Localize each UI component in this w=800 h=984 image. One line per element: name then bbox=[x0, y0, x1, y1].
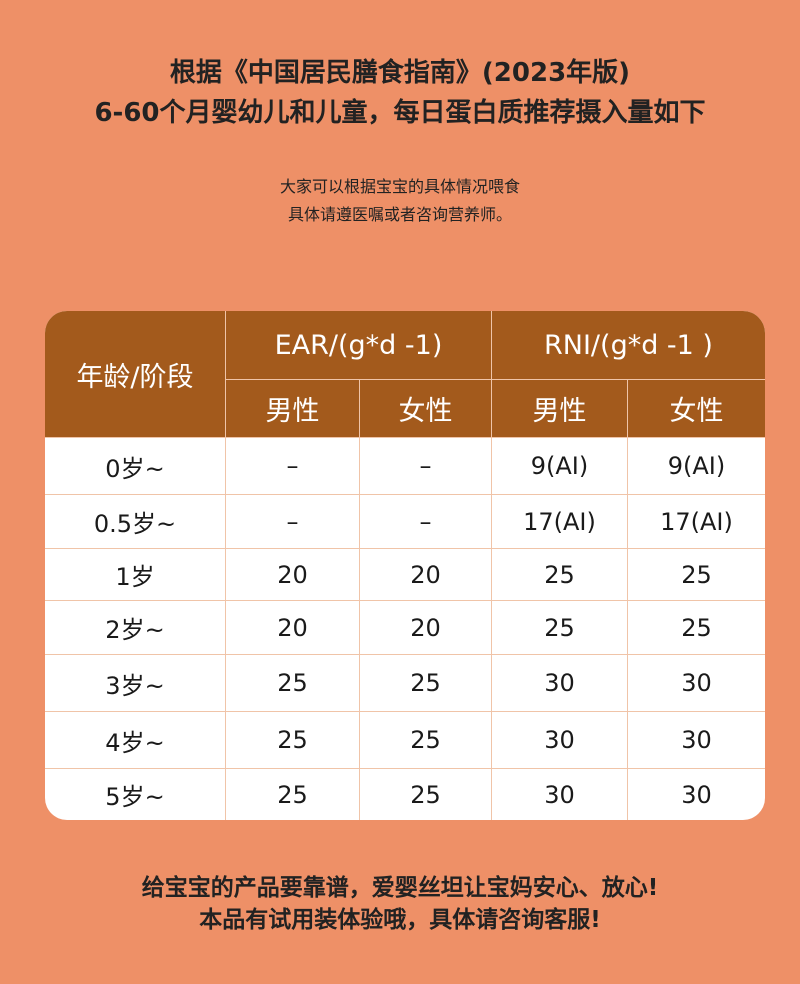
ear-male-cell: 20 bbox=[226, 549, 360, 601]
ear-female-cell: – bbox=[360, 495, 492, 549]
table-row: 2岁~ 20 20 25 25 bbox=[45, 601, 765, 655]
subtitle-line-1: 大家可以根据宝宝的具体情况喂食 bbox=[279, 177, 520, 196]
rni-male-cell: 30 bbox=[492, 769, 628, 820]
rni-male-cell: 17(AI) bbox=[492, 495, 628, 549]
ear-female-cell: 25 bbox=[360, 712, 492, 769]
ear-female-cell: 20 bbox=[360, 549, 492, 601]
ear-male-cell: 25 bbox=[226, 712, 360, 769]
rni-female-cell: 30 bbox=[628, 655, 765, 712]
ear-female-cell: 20 bbox=[360, 601, 492, 655]
footer-line-2: 本品有试用装体验哦，具体请咨询客服! bbox=[199, 907, 601, 933]
ear-male-cell: – bbox=[226, 495, 360, 549]
title-line-1: 根据《中国居民膳食指南》(2023年版) bbox=[169, 58, 631, 88]
age-cell: 0.5岁~ bbox=[45, 495, 226, 549]
table-row: 3岁~ 25 25 30 30 bbox=[45, 655, 765, 712]
rni-header: RNI/(g*d -1 ) bbox=[492, 311, 765, 380]
age-header: 年龄/阶段 bbox=[45, 311, 226, 438]
ear-female-cell: – bbox=[360, 438, 492, 495]
rni-female-header: 女性 bbox=[628, 380, 765, 438]
table-row: 5岁~ 25 25 30 30 bbox=[45, 769, 765, 820]
subtitle-line-2: 具体请遵医嘱或者咨询营养师。 bbox=[287, 205, 512, 224]
ear-female-header: 女性 bbox=[360, 380, 492, 438]
ear-female-cell: 25 bbox=[360, 655, 492, 712]
age-cell: 5岁~ bbox=[45, 769, 226, 820]
ear-header: EAR/(g*d -1) bbox=[226, 311, 492, 380]
rni-female-cell: 25 bbox=[628, 549, 765, 601]
rni-male-header: 男性 bbox=[492, 380, 628, 438]
rni-male-cell: 30 bbox=[492, 712, 628, 769]
age-cell: 4岁~ bbox=[45, 712, 226, 769]
rni-female-cell: 30 bbox=[681, 780, 712, 809]
rni-female-cell: 30 bbox=[628, 712, 765, 769]
table-row: 4岁~ 25 25 30 30 bbox=[45, 712, 765, 769]
table-row: 0岁~ – –9(AI) 9(AI) bbox=[45, 438, 765, 495]
ear-female-cell: 25 bbox=[360, 769, 492, 820]
rni-female-cell: 9(AI) bbox=[628, 438, 765, 495]
ear-male-cell: – bbox=[226, 438, 360, 495]
rni-female-cell: 25 bbox=[628, 601, 765, 655]
rni-male-cell: 9(AI) bbox=[492, 438, 628, 495]
age-cell: 3岁~ bbox=[45, 655, 226, 712]
ear-male-cell: 25 bbox=[226, 769, 360, 820]
ear-male-header: 男性 bbox=[226, 380, 360, 438]
table-row: 0.5岁~ – –17(AI) 17(AI) bbox=[45, 495, 765, 549]
protein-table: 年龄/阶段 EAR/(g*d -1) RNI/(g*d -1 ) 男性 女性 男… bbox=[45, 311, 765, 820]
table-row: 1岁 20 20 25 25 bbox=[45, 549, 765, 601]
rni-male-cell: 30 bbox=[492, 655, 628, 712]
rni-male-cell: 25 bbox=[492, 549, 628, 601]
rni-female-cell: 17(AI) bbox=[628, 495, 765, 549]
rni-male-cell: 25 bbox=[492, 601, 628, 655]
ear-male-cell: 20 bbox=[226, 601, 360, 655]
age-cell: 2岁~ bbox=[45, 601, 226, 655]
age-cell: 0岁~ bbox=[45, 438, 226, 495]
title-line-2: 6-60个月婴幼儿和儿童，每日蛋白质推荐摄入量如下 bbox=[94, 98, 706, 128]
age-cell: 1岁 bbox=[45, 549, 226, 601]
footer-line-1: 给宝宝的产品要靠谱，爱婴丝坦让宝妈安心、放心! bbox=[141, 875, 659, 901]
ear-male-cell: 25 bbox=[226, 655, 360, 712]
